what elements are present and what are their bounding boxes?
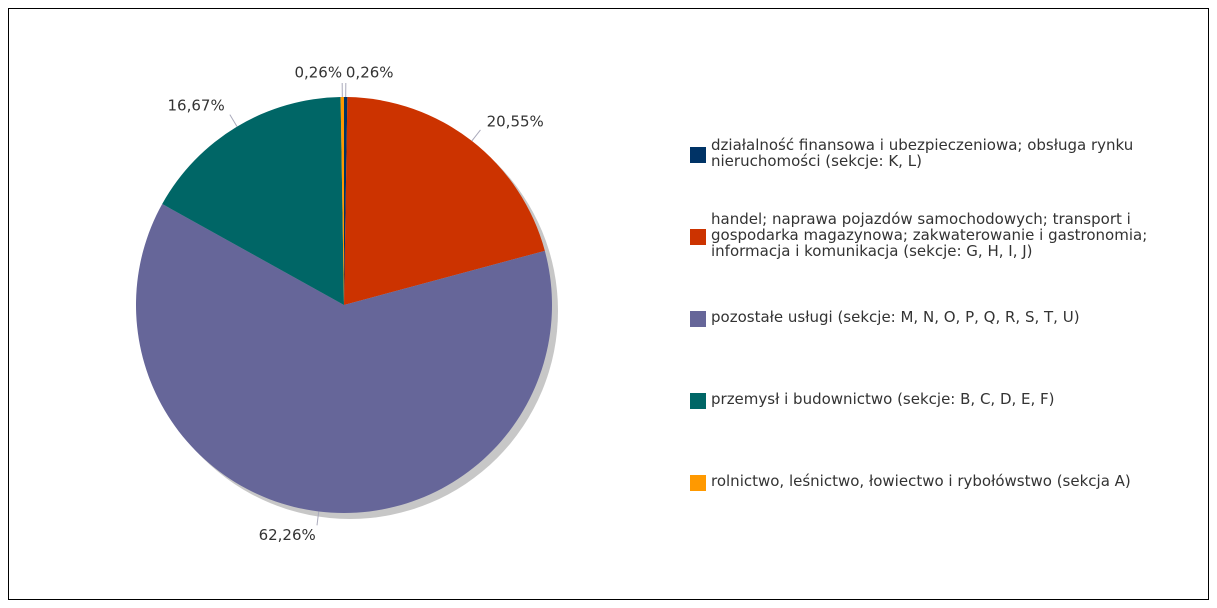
- frame: [8, 8, 1209, 600]
- legend-swatch: [690, 475, 706, 491]
- data-label: 0,26%: [346, 64, 394, 82]
- legend-label: pozostałe usługi (sekcje: M, N, O, P, Q,…: [711, 308, 1080, 326]
- pie-slice: [136, 203, 553, 513]
- data-label: 62,26%: [259, 526, 316, 544]
- legend-item: rolnictwo, leśnictwo, łowiectwo i rybołó…: [690, 440, 1190, 522]
- leader-line: [229, 114, 238, 127]
- legend-label: przemysł i budownictwo (sekcje: B, C, D,…: [711, 390, 1055, 408]
- legend-label: działalność finansowa i ubezpieczeniowa;…: [711, 136, 1134, 170]
- legend-swatch: [690, 229, 706, 245]
- legend-swatch: [690, 311, 706, 327]
- legend-item: pozostałe usługi (sekcje: M, N, O, P, Q,…: [690, 276, 1190, 358]
- data-label: 0,26%: [294, 64, 342, 82]
- legend-item: handel; naprawa pojazdów samochodowych; …: [690, 194, 1190, 276]
- leader-line: [471, 129, 481, 142]
- pie-slice: [344, 97, 348, 305]
- pie-slice: [162, 97, 344, 305]
- legend-swatch: [690, 147, 706, 163]
- legend-item: działalność finansowa i ubezpieczeniowa;…: [690, 112, 1190, 194]
- leader-line: [316, 511, 320, 526]
- data-label: 16,67%: [168, 97, 225, 115]
- legend-item: przemysł i budownictwo (sekcje: B, C, D,…: [690, 358, 1190, 440]
- legend: działalność finansowa i ubezpieczeniowa;…: [690, 112, 1190, 522]
- pie-slice: [344, 97, 545, 305]
- pie-slice: [340, 97, 344, 305]
- data-label: 20,55%: [487, 112, 544, 130]
- legend-label: handel; naprawa pojazdów samochodowych; …: [711, 210, 1148, 260]
- legend-swatch: [690, 393, 706, 409]
- legend-label: rolnictwo, leśnictwo, łowiectwo i rybołó…: [711, 472, 1131, 490]
